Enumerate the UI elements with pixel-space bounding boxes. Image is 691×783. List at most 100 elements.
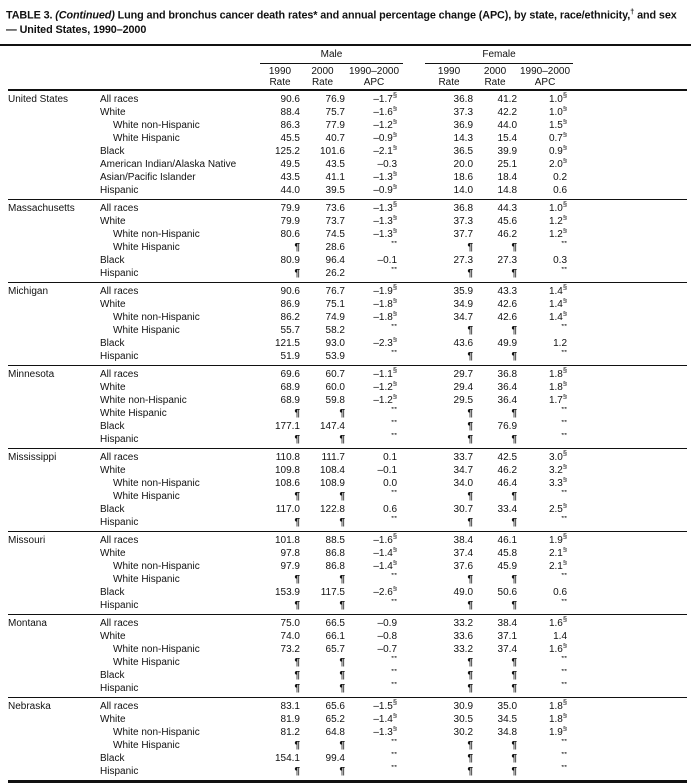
significance-symbol: § <box>562 214 568 222</box>
race-ethnicity-label: All races <box>100 451 139 463</box>
cancer-rates-table: Male Female 1990 Rate 2000 Rate 1990–200… <box>8 45 688 783</box>
suppressed-symbol: ¶ <box>339 516 345 528</box>
race-ethnicity-label: All races <box>100 93 139 105</box>
female-apc: 2.0§ <box>517 158 573 171</box>
column-gap <box>403 752 425 765</box>
column-gap <box>403 350 425 366</box>
male-1990-rate: ¶ <box>260 599 300 615</box>
suppressed-symbol: ¶ <box>467 669 474 681</box>
female-1990-rate: 34.7 <box>453 464 474 476</box>
male-1990-rate: 55.7 <box>280 324 300 336</box>
filler <box>573 516 687 532</box>
female-2000-rate: 46.2 <box>497 464 518 476</box>
title-suffix: and sex — United States, 1990–2000 <box>6 9 677 36</box>
state-name <box>8 547 100 560</box>
male-2000-rate: 111.7 <box>321 451 345 463</box>
female-2000-rate: ¶ <box>473 739 517 752</box>
male-1990-rate: ¶ <box>260 682 300 698</box>
header-line: APC <box>363 76 385 88</box>
state-name <box>8 420 100 433</box>
male-apc: –1.9§ <box>373 282 398 297</box>
male-2000-rate: 75.7 <box>325 106 345 118</box>
sex-group-row: Male Female <box>8 45 687 64</box>
race-ethnicity-label: Black <box>100 586 125 598</box>
state-name <box>8 630 100 643</box>
female-1990-rate: ¶ <box>425 573 473 586</box>
female-2000-rate: ¶ <box>473 490 517 503</box>
significance-symbol: § <box>392 725 398 733</box>
suppressed-symbol: ¶ <box>339 490 345 502</box>
race-ethnicity-label: White Hispanic <box>113 324 180 336</box>
column-gap <box>403 573 425 586</box>
female-1990-rate: ¶ <box>425 752 473 765</box>
filler <box>573 63 687 90</box>
not-calculated-symbol: ** <box>561 266 568 274</box>
state-section: United States All races 90.6 76.9 –1.7§ 36.8 4… <box>8 90 687 200</box>
suppressed-symbol: ¶ <box>467 682 474 694</box>
female-2000-rate: 27.3 <box>497 254 518 266</box>
male-1990-rate: ¶ <box>260 241 300 254</box>
male-apc: –1.4§ <box>345 713 403 726</box>
state-name <box>8 394 100 407</box>
not-calculated-symbol: ** <box>391 668 398 676</box>
male-apc: –1.5§ <box>373 697 398 712</box>
female-1990-rate: 43.6 <box>453 337 474 349</box>
female-2000-rate: 46.2 <box>497 228 518 240</box>
male-1990-rate: 97.9 <box>280 560 300 572</box>
significance-symbol: § <box>392 227 398 235</box>
male-apc: ** <box>345 739 403 752</box>
male-apc: 0.6 <box>383 503 398 515</box>
filler <box>573 350 687 366</box>
state-name: Mississippi <box>8 451 57 463</box>
female-apc: ** <box>517 267 573 283</box>
female-apc: 1.9§ <box>517 726 573 739</box>
table-row: United States All races 90.6 76.9 –1.7§ 36.8 4… <box>8 90 687 106</box>
male-2000-rate: 65.7 <box>325 643 345 655</box>
not-calculated-symbol: ** <box>561 681 568 689</box>
state-name <box>8 228 100 241</box>
female-apc: 1.2§ <box>517 228 573 241</box>
male-apc: –1.8§ <box>345 311 403 324</box>
significance-symbol: § <box>562 614 568 624</box>
male-2000-rate: ¶ <box>300 682 345 698</box>
male-1990-rate: 97.8 <box>280 547 300 559</box>
race-ethnicity-label: Hispanic <box>100 682 139 694</box>
male-1990-rate: ¶ <box>260 656 300 669</box>
column-gap <box>403 63 425 90</box>
not-calculated-symbol: ** <box>391 751 398 759</box>
significance-symbol: § <box>392 310 398 318</box>
race-ethnicity-label: Hispanic <box>100 765 139 777</box>
female-apc: ** <box>517 682 573 698</box>
filler <box>573 171 687 184</box>
female-2000-rate: 39.9 <box>497 145 518 157</box>
filler <box>573 199 687 215</box>
not-calculated-symbol: ** <box>561 419 568 427</box>
column-gap <box>403 365 425 381</box>
suppressed-symbol: ¶ <box>511 516 518 528</box>
table-row: American Indian/Alaska Native 49.5 43.5 –0.… <box>8 158 687 171</box>
filler <box>573 90 687 106</box>
male-apc: –0.9§ <box>345 132 403 145</box>
race-ethnicity-label: All races <box>100 617 139 629</box>
male-apc: –0.3 <box>377 158 398 170</box>
female-apc: 1.5§ <box>517 119 573 132</box>
female-2000-rate: 36.4 <box>497 394 518 406</box>
male-1990-rate: 49.5 <box>280 158 300 170</box>
female-apc: 1.4§ <box>517 298 573 311</box>
female-1990-rate: 37.3 <box>453 215 474 227</box>
state-name <box>8 643 100 656</box>
male-2000-rate: 43.5 <box>325 158 345 170</box>
female-apc: 0.9§ <box>517 145 573 158</box>
suppressed-symbol: ¶ <box>467 241 474 253</box>
state-name <box>8 433 100 449</box>
female-2000-rate: 36.4 <box>497 381 518 393</box>
female-apc: 1.6§ <box>548 614 568 629</box>
significance-symbol: § <box>392 214 398 222</box>
male-2000-rate: ¶ <box>300 739 345 752</box>
female-apc: 2.1§ <box>517 547 573 560</box>
male-1990-rate: 177.1 <box>274 420 300 432</box>
table-row: Black 154.1 99.4 ** ¶ ¶ ** <box>8 752 687 765</box>
table-row: White Hispanic ¶ ¶ ** ¶ ¶ ** <box>8 656 687 669</box>
male-1990-rate: 83.1 <box>280 700 300 712</box>
male-2000-rate: 64.8 <box>325 726 345 738</box>
